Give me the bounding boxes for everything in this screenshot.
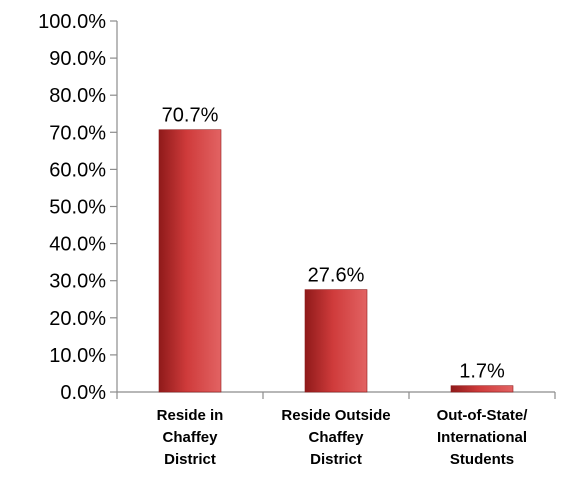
- y-tick-label: 0.0%: [60, 382, 106, 404]
- y-tick-label: 20.0%: [49, 308, 106, 330]
- x-axis: [116, 391, 556, 399]
- category-label-line: Reside Outside: [281, 407, 390, 424]
- data-labels: 70.7% 27.6% 1.7%: [162, 105, 505, 383]
- y-tick-label: 40.0%: [49, 234, 106, 256]
- y-tick-label: 70.0%: [49, 122, 106, 144]
- data-label: 70.7%: [162, 105, 219, 127]
- category-label-line: District: [164, 451, 216, 468]
- category-label-line: Chaffey: [308, 429, 364, 446]
- y-tick-label: 90.0%: [49, 48, 106, 70]
- y-tick-label: 10.0%: [49, 345, 106, 367]
- category-label-line: Students: [450, 451, 514, 468]
- data-label: 1.7%: [459, 361, 505, 383]
- bar: [304, 289, 368, 393]
- category-label-line: Out-of-State/: [437, 407, 529, 424]
- y-tick-label: 80.0%: [49, 85, 106, 107]
- bars: [158, 129, 514, 393]
- category-label-line: International: [437, 429, 527, 446]
- y-tick-label: 60.0%: [49, 159, 106, 181]
- y-tick-label: 50.0%: [49, 197, 106, 219]
- category-label: Out-of-State/International Students: [437, 407, 529, 468]
- bar: [158, 129, 222, 393]
- y-axis: 0.0% 10.0% 20.0% 30.0% 40.0% 50.0% 60.0% 70.0% 8…: [38, 11, 118, 404]
- category-label: Reside Outside Chaffey District: [281, 407, 390, 468]
- category-label: Reside in Chaffey District: [157, 407, 224, 468]
- category-label-line: District: [310, 451, 362, 468]
- bar: [450, 385, 514, 393]
- category-label-line: Chaffey: [162, 429, 218, 446]
- category-label-line: Reside in: [157, 407, 224, 424]
- data-label: 27.6%: [308, 265, 365, 287]
- y-tick-label: 100.0%: [38, 11, 106, 33]
- category-labels: Reside in Chaffey District Reside Outside Ch…: [157, 407, 529, 468]
- y-tick-label: 30.0%: [49, 271, 106, 293]
